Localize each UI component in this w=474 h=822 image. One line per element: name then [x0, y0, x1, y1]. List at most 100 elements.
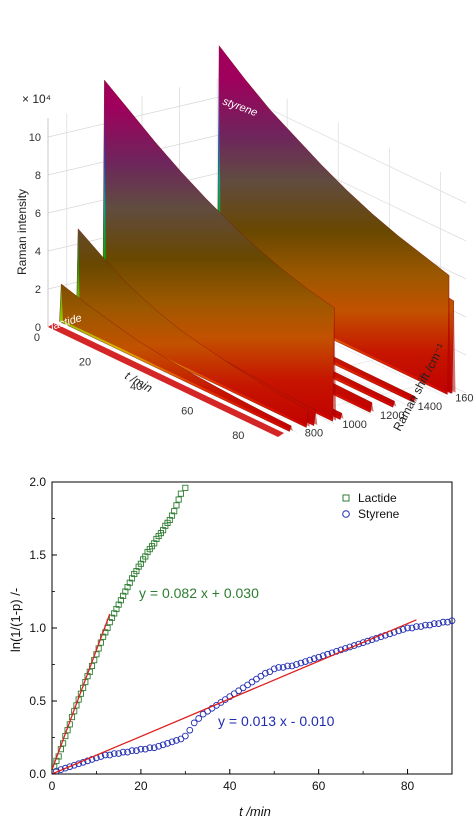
- lactide-point: [173, 502, 180, 509]
- styrene-point: [115, 750, 123, 757]
- styrene-point: [137, 745, 145, 753]
- kinetics-legend: Lactide Styrene: [342, 491, 400, 521]
- styrene-point: [408, 624, 416, 632]
- styrene-point: [430, 620, 438, 627]
- y-tick-label: 1400: [418, 401, 442, 413]
- styrene-point: [435, 620, 443, 627]
- styrene-point: [413, 623, 420, 630]
- x-tick-label: 80: [401, 779, 415, 793]
- y-tick-label: 1600: [455, 392, 474, 404]
- styrene-point: [355, 640, 363, 648]
- x-tick-label: 20: [134, 779, 148, 793]
- waterfall-axes: 0 2 4 6 8 10 0 20 40 60 80 800 1000 1200 1400 1600: [29, 118, 474, 442]
- styrene-point: [173, 737, 180, 744]
- raman-ridge-shadow: [61, 284, 293, 431]
- kinetics-y-axis-label: ln(1/(1-p) /-: [8, 588, 23, 652]
- styrene-point: [106, 751, 114, 759]
- y-tick-label: 1.5: [29, 548, 46, 562]
- styrene-point: [66, 763, 74, 771]
- y-tick-label: 0.5: [29, 694, 46, 708]
- x-tick-label: 60: [181, 405, 193, 417]
- z-tick-label: 8: [35, 170, 41, 182]
- z-tick-label: 2: [35, 284, 41, 296]
- styrene-point: [146, 744, 154, 752]
- kinetics-panel: 0 20 40 60 80 0.0 0.5 1.0 1.5 2.0 ln(1/(1-p) /- t…: [8, 475, 456, 819]
- styrene-point: [110, 750, 118, 757]
- raman-ridge-shadow: [78, 228, 310, 427]
- kinetics-plot-frame: [51, 481, 453, 775]
- waterfall-ridges: [48, 45, 456, 437]
- kinetics-plot-area: [51, 481, 456, 775]
- legend-lactide-marker: [342, 494, 350, 502]
- x-tick-label: 0: [34, 332, 40, 344]
- legend-styrene-marker: [342, 510, 350, 518]
- x-tick-label: 0: [49, 779, 56, 793]
- kinetics-ticks: 0 20 40 60 80 0.0 0.5 1.0 1.5 2.0: [29, 475, 414, 793]
- styrene-point: [168, 738, 176, 746]
- styrene-fit-equation: y = 0.013 x - 0.010: [218, 713, 335, 729]
- x-tick-label: 60: [312, 779, 326, 793]
- waterfall-z-scale-label: × 10⁴: [22, 92, 51, 106]
- y-tick-label: 1.0: [29, 621, 46, 635]
- styrene-point: [306, 656, 314, 664]
- lactide-point: [171, 508, 178, 515]
- styrene-point: [155, 742, 163, 750]
- styrene-point: [124, 748, 131, 756]
- styrene-point: [133, 747, 140, 754]
- styrene-point: [181, 732, 189, 740]
- styrene-point: [448, 617, 456, 625]
- lactide-point: [182, 484, 189, 491]
- z-tick-label: 10: [29, 132, 41, 144]
- y-tick-label: 0.0: [29, 767, 46, 781]
- lactide-point: [97, 639, 104, 646]
- lactide-point: [175, 496, 182, 503]
- styrene-point: [275, 664, 283, 671]
- lactide-point: [95, 645, 102, 652]
- styrene-point: [310, 655, 318, 663]
- styrene-point: [159, 741, 167, 749]
- x-tick-label: 40: [223, 779, 237, 793]
- side-wall-gridline: [235, 92, 467, 204]
- styrene-point: [190, 719, 198, 727]
- styrene-point: [195, 715, 203, 722]
- styrene-point: [61, 764, 69, 772]
- waterfall-z-axis-label: Raman intensity: [15, 189, 29, 275]
- lactide-fit-line: [51, 613, 111, 770]
- y-tick-label: 800: [305, 428, 323, 440]
- styrene-point: [128, 747, 136, 754]
- lactide-point: [177, 490, 184, 497]
- z-tick-label: 0: [35, 322, 41, 334]
- styrene-point: [186, 726, 194, 734]
- styrene-point: [279, 664, 287, 671]
- styrene-point: [261, 669, 269, 677]
- styrene-point: [439, 618, 447, 626]
- kinetics-x-axis-label: t /min: [239, 804, 271, 819]
- z-tick-label: 4: [35, 246, 41, 258]
- styrene-point: [288, 662, 296, 670]
- series-lactide: [51, 484, 189, 770]
- styrene-point: [417, 623, 425, 630]
- styrene-point: [444, 618, 451, 626]
- styrene-point: [284, 662, 291, 670]
- legend-entry-label: Lactide: [358, 491, 397, 505]
- lactide-point: [55, 753, 62, 760]
- styrene-point: [270, 665, 278, 673]
- styrene-point: [315, 653, 323, 661]
- x-tick-label: 20: [79, 356, 91, 368]
- floor-baseline: [48, 323, 284, 437]
- y-tick-label: 2.0: [29, 475, 46, 489]
- styrene-point: [301, 658, 309, 665]
- series-styrene: [53, 617, 456, 775]
- styrene-point: [404, 624, 411, 632]
- styrene-point: [359, 639, 367, 646]
- styrene-point: [119, 748, 127, 756]
- styrene-point: [150, 744, 158, 752]
- legend-entry-label: Styrene: [358, 507, 400, 521]
- x-tick-label: 40: [130, 381, 142, 393]
- styrene-point: [399, 626, 407, 633]
- styrene-fit-line: [51, 619, 417, 775]
- styrene-point: [164, 739, 171, 747]
- styrene-point: [141, 745, 149, 753]
- lactide-fit-equation: y = 0.082 x + 0.030: [139, 585, 259, 601]
